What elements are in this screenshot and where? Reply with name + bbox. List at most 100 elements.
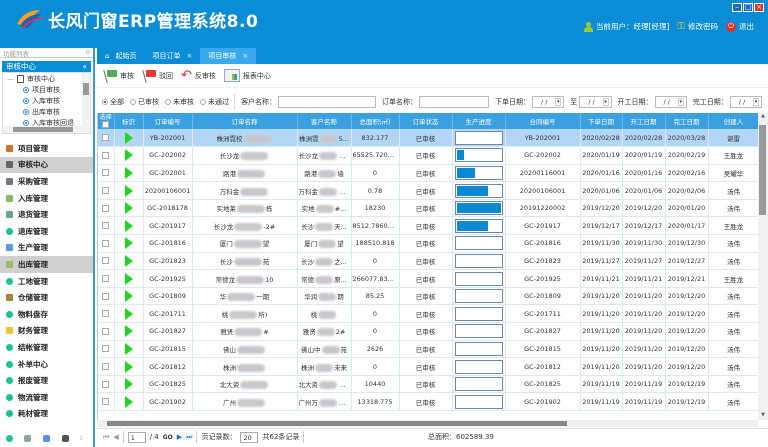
scroll-thumb[interactable]	[107, 421, 567, 426]
sidebar-item[interactable]: 补单中心	[0, 356, 93, 373]
circle-icon[interactable]	[5, 434, 13, 442]
close-tab-icon[interactable]: ×	[186, 52, 193, 60]
table-row[interactable]: GC-202001 路港 路港墙 0 已审核 20200116001 2020/01/16 2…	[98, 164, 758, 183]
table-row[interactable]: GC-201816 厦门望厦门望 188510.818 已审核 GC-201816 201…	[98, 234, 758, 253]
finish-date-picker[interactable]: / / ▾	[729, 96, 762, 108]
tree-item[interactable]: 入库审核回退	[3, 117, 90, 128]
select-cell[interactable]	[98, 357, 115, 376]
table-row[interactable]: GC-201711 桃所) 桃 0 已审核 GC-201711 2019/11/20 2019…	[98, 304, 758, 324]
table-row[interactable]: GC-202002长沙龙长沙龙乳...65525.7200...已审核GC-20…	[98, 146, 758, 165]
grid-vertical-scrollbar[interactable]: ▲ ▼	[758, 113, 768, 420]
scroll-down-icon[interactable]: ▼	[761, 412, 765, 418]
change-password-button[interactable]: ⚿ 修改密码	[677, 21, 718, 32]
column-header[interactable]: 创建人	[708, 113, 758, 129]
row-checkbox[interactable]	[102, 239, 110, 247]
select-cell[interactable]	[98, 199, 115, 218]
cart-icon[interactable]	[24, 434, 32, 442]
select-cell[interactable]	[98, 164, 115, 183]
tab[interactable]: 项目订单 ×	[144, 48, 200, 64]
select-all-checkbox[interactable]	[102, 121, 110, 128]
column-header[interactable]: 客户名称	[297, 113, 352, 129]
close-tab-icon[interactable]: ×	[242, 52, 249, 60]
column-header[interactable]: 开工日期	[622, 113, 666, 129]
row-checkbox[interactable]	[102, 187, 110, 195]
status-radio[interactable]: 未审核	[165, 97, 194, 107]
select-cell[interactable]	[98, 287, 115, 306]
tree-vertical-scrollbar[interactable]	[82, 73, 90, 133]
table-row[interactable]: GC-201823 长沙苑长沙 之... 0 已审核 GC-201823 2019/11/2…	[98, 252, 758, 271]
tree-root[interactable]: — 审核中心	[3, 73, 90, 84]
table-row[interactable]: GC-201917 长沙龙 -2# 长沙 天... 8512.78600... 已审核 GC-…	[98, 216, 758, 236]
first-page-icon[interactable]: ⏮	[103, 432, 110, 441]
sidebar-item[interactable]: 仓储管理	[0, 289, 93, 306]
status-radio[interactable]: 全部	[102, 97, 124, 107]
row-checkbox[interactable]	[102, 275, 110, 283]
maximize-button[interactable]: □	[743, 3, 753, 12]
table-row[interactable]: GC-201815 佛山 佛山中苑 2626 已审核 GC-201815 2019/11/2…	[98, 340, 758, 359]
more-icon[interactable]: ⁝	[80, 434, 83, 442]
select-cell[interactable]	[98, 304, 115, 324]
table-row[interactable]: GC-201825北大资北大资天...10440已审核GC-2018252019…	[98, 375, 758, 394]
row-checkbox[interactable]	[102, 363, 110, 371]
row-checkbox[interactable]	[102, 380, 110, 388]
grid-horizontal-scrollbar[interactable]	[97, 420, 758, 427]
dropdown-icon[interactable]: ▾	[555, 98, 562, 106]
column-header[interactable]: 合同编号	[505, 113, 581, 129]
unapprove-button[interactable]: ↶ 反审核	[181, 69, 216, 82]
select-cell[interactable]	[98, 269, 115, 288]
feather-icon[interactable]	[42, 434, 50, 442]
start-date-picker[interactable]: / / ▾	[654, 96, 687, 108]
row-checkbox[interactable]	[102, 257, 110, 265]
order-date-to-picker[interactable]: / / ▾	[579, 96, 612, 108]
close-window-button[interactable]: ×	[754, 3, 764, 12]
table-row[interactable]: GC-201812 株洲 株洲 未来 0 已审核 GC-201812 2019/11/20 20…	[98, 357, 758, 376]
tab[interactable]: 项目审核 ×	[200, 48, 257, 64]
column-header[interactable]: 订单编号	[143, 113, 193, 129]
current-page-input[interactable]: 1	[127, 431, 146, 443]
table-row[interactable]: GC-201827 雅贤 # 雅贤 2# 0 已审核 GC-201827 2019/11/20 2…	[98, 322, 758, 341]
scroll-up-icon[interactable]: ▲	[761, 113, 765, 119]
sidebar-item[interactable]: 结帐管理	[0, 339, 93, 356]
tab[interactable]: ⌂ 起始页	[97, 48, 144, 64]
go-button[interactable]: GO	[162, 433, 173, 441]
approve-button[interactable]: 审核	[103, 69, 134, 83]
row-checkbox[interactable]	[102, 169, 110, 177]
pin-button[interactable]: 0	[85, 48, 90, 56]
select-cell[interactable]	[98, 129, 115, 148]
dropdown-icon[interactable]: ▾	[602, 98, 609, 106]
sidebar-item[interactable]: 采购管理	[0, 173, 93, 190]
select-cell[interactable]	[98, 216, 115, 236]
row-checkbox[interactable]	[102, 327, 110, 335]
sidebar-item[interactable]: 报废管理	[0, 372, 93, 389]
last-page-icon[interactable]: ⏭	[186, 432, 193, 441]
column-header[interactable]: 完工日期	[665, 113, 709, 129]
scroll-thumb[interactable]	[759, 125, 766, 215]
reject-button[interactable]: 驳回	[142, 69, 173, 83]
select-cell[interactable]	[98, 375, 115, 394]
minimize-button[interactable]: –	[732, 3, 742, 12]
sidebar-item[interactable]: 生产管理	[0, 240, 93, 257]
tree-item[interactable]: 项目审核	[3, 84, 90, 95]
sidebar-item[interactable]: 财务管理	[0, 323, 93, 340]
sidebar-item[interactable]: 出库管理	[0, 256, 93, 273]
column-header[interactable]: 订单名称	[192, 113, 298, 129]
page-size-input[interactable]: 20	[240, 431, 259, 443]
next-page-icon[interactable]: ▶	[176, 433, 183, 441]
sidebar-item[interactable]: 入库管理	[0, 190, 93, 207]
tree-horizontal-scrollbar[interactable]	[3, 126, 90, 133]
row-checkbox[interactable]	[102, 398, 110, 406]
sidebar-item[interactable]: 耗材管理	[0, 406, 93, 423]
sidebar-item[interactable]: 退库管理	[0, 223, 93, 240]
column-header[interactable]: 选择	[98, 113, 115, 129]
dropdown-icon[interactable]: ▾	[677, 98, 684, 106]
sidebar-item[interactable]: 物流管理	[0, 389, 93, 406]
tree-item[interactable]: 入库审核	[3, 95, 90, 106]
select-cell[interactable]	[98, 252, 115, 271]
sidebar-group-header[interactable]: 审核中心 «	[2, 61, 91, 72]
order-date-from-picker[interactable]: / / ▾	[532, 96, 565, 108]
column-header[interactable]: 生产进度	[452, 113, 506, 129]
select-cell[interactable]	[98, 234, 115, 253]
door-icon[interactable]	[61, 434, 69, 442]
dropdown-icon[interactable]: ▾	[753, 98, 759, 106]
row-checkbox[interactable]	[102, 134, 110, 142]
